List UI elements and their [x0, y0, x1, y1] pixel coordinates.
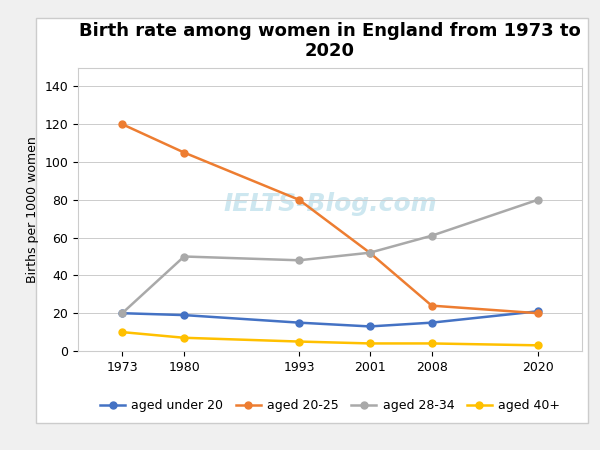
aged 28-34: [428, 233, 435, 238]
aged 28-34: [534, 197, 541, 202]
Line: aged 28-34: aged 28-34: [119, 196, 541, 317]
aged 40+: [119, 329, 126, 335]
aged 20-25: [181, 150, 188, 155]
aged 40+: [295, 339, 302, 344]
aged under 20: [181, 312, 188, 318]
aged 28-34: [119, 310, 126, 316]
aged 40+: [366, 341, 373, 346]
aged under 20: [534, 309, 541, 314]
aged 28-34: [181, 254, 188, 259]
Y-axis label: Births per 1000 women: Births per 1000 women: [26, 136, 39, 283]
Line: aged 20-25: aged 20-25: [119, 121, 541, 317]
Line: aged 40+: aged 40+: [119, 328, 541, 349]
aged 28-34: [366, 250, 373, 256]
aged 40+: [534, 342, 541, 348]
Title: Birth rate among women in England from 1973 to
2020: Birth rate among women in England from 1…: [79, 22, 581, 60]
Line: aged under 20: aged under 20: [119, 308, 541, 330]
aged under 20: [295, 320, 302, 325]
Text: IELTS-Blog.com: IELTS-Blog.com: [223, 192, 437, 216]
aged 20-25: [295, 197, 302, 202]
aged 28-34: [295, 257, 302, 263]
aged under 20: [366, 324, 373, 329]
aged 40+: [428, 341, 435, 346]
aged 20-25: [428, 303, 435, 308]
Legend: aged under 20, aged 20-25, aged 28-34, aged 40+: aged under 20, aged 20-25, aged 28-34, a…: [95, 394, 565, 417]
aged under 20: [428, 320, 435, 325]
aged 40+: [181, 335, 188, 341]
aged 20-25: [534, 310, 541, 316]
aged 20-25: [366, 250, 373, 256]
aged 20-25: [119, 122, 126, 127]
aged under 20: [119, 310, 126, 316]
